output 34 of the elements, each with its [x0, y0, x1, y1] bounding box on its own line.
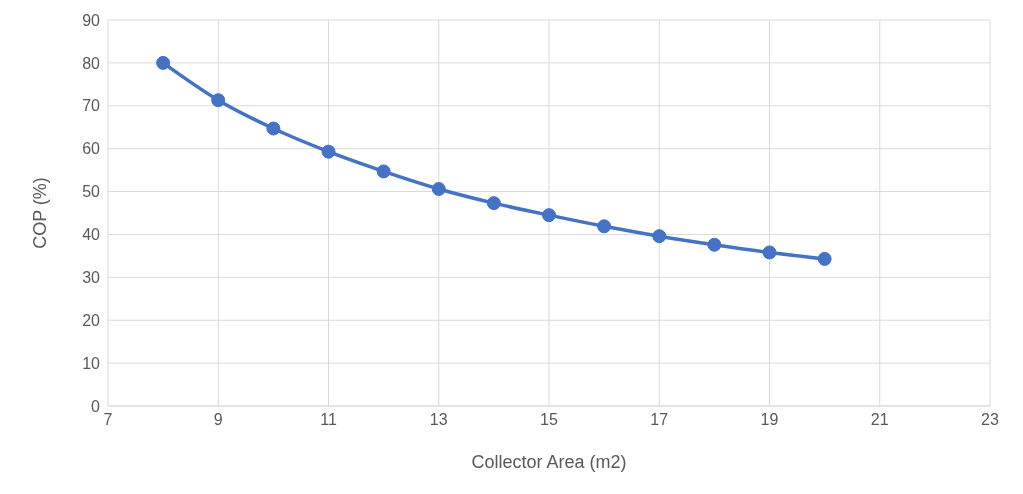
point [266, 121, 281, 136]
x-tick-label: 9 [213, 411, 223, 429]
point [156, 55, 171, 70]
point [762, 245, 777, 260]
y-tick-label: 10 [82, 354, 101, 372]
x-tick-label: 7 [103, 411, 113, 429]
point [321, 144, 336, 159]
point [542, 208, 556, 223]
y-tick-label: 50 [82, 183, 101, 201]
point [486, 196, 501, 211]
y-tick-label: 30 [82, 269, 101, 287]
y-tick-label: 20 [82, 311, 101, 329]
y-tick-label: 0 [91, 397, 101, 415]
y-tick-label: 70 [82, 97, 101, 115]
x-tick-label: 23 [981, 411, 999, 429]
point [597, 219, 612, 234]
y-axis-title: COP (%) [30, 177, 51, 249]
x-axis-title: Collector Area (m2) [471, 452, 627, 472]
x-tick-label: 21 [870, 411, 889, 429]
y-tick-label: 60 [82, 140, 101, 158]
point [652, 229, 667, 244]
y-tick-label: 40 [82, 226, 101, 244]
y-tick-label: 80 [82, 54, 101, 72]
x-tick-label: 15 [540, 411, 558, 429]
point [431, 181, 446, 196]
point [211, 93, 226, 108]
point [707, 237, 722, 252]
x-tick-label: 19 [760, 411, 779, 429]
point [376, 164, 391, 179]
x-tick-label: 11 [320, 411, 337, 429]
y-tick-label: 90 [82, 11, 101, 29]
point [817, 251, 832, 266]
x-tick-label: 13 [429, 411, 448, 429]
x-tick-label: 17 [650, 411, 669, 429]
